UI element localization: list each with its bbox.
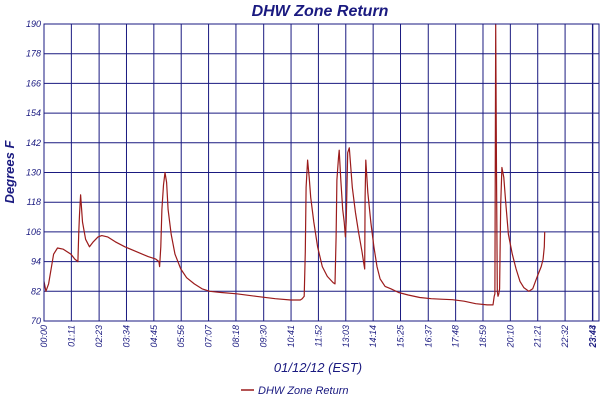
- x-tick-label: 08:18: [231, 325, 241, 348]
- x-tick-label: 23:43: [587, 325, 597, 349]
- plot-frame: [43, 23, 600, 322]
- x-tick-label: 10:41: [286, 325, 296, 348]
- x-tick-label: 05:56: [176, 325, 186, 348]
- y-tick-label: 178: [26, 49, 41, 59]
- y-tick-label: 130: [26, 168, 41, 178]
- y-tick-label: 70: [31, 316, 41, 326]
- x-tick-label: 17:48: [451, 325, 461, 348]
- x-tick-label: 04:45: [149, 324, 159, 348]
- x-tick-label: 22:32: [560, 325, 570, 349]
- legend-label: DHW Zone Return: [258, 385, 348, 397]
- x-tick-label: 00:00: [39, 325, 49, 348]
- y-tick-label: 142: [26, 138, 41, 148]
- chart-title: DHW Zone Return: [252, 3, 389, 20]
- series-layer: [43, 23, 546, 306]
- y-tick-label: 190: [26, 19, 41, 29]
- x-tick-label: 21:21: [533, 325, 543, 349]
- y-tick-label: 106: [26, 227, 41, 237]
- x-tick-label: 03:34: [121, 325, 131, 348]
- gridlines: [43, 23, 599, 322]
- x-tick-label: 01:11: [66, 325, 76, 347]
- x-tick-label: 20:10: [505, 325, 515, 349]
- x-tick-labels: 00:00 01:11 02:23 03:34 04:45 05:56 07:07 08:18…: [39, 324, 598, 349]
- x-tick-label: 13:03: [341, 325, 351, 348]
- x-tick-label: 18:59: [478, 325, 488, 348]
- y-tick-label: 94: [31, 257, 41, 267]
- series-line: [43, 23, 546, 306]
- x-tick-label: 15:25: [396, 324, 406, 348]
- legend: DHW Zone Return: [241, 385, 348, 397]
- y-tick-labels: 70 82 94 106 118 130 142 154 166 178 190: [26, 19, 41, 326]
- x-tick-label: 16:37: [423, 324, 433, 348]
- x-tick-label: 23:44: [588, 325, 598, 349]
- y-tick-label: 166: [26, 78, 41, 88]
- x-tick-label: 07:07: [204, 324, 214, 348]
- x-tick-label: 14:14: [368, 325, 378, 348]
- x-tick-label: 09:30: [259, 325, 269, 348]
- x-tick-label: 11:52: [313, 325, 323, 347]
- x-tick-label: 02:23: [94, 325, 104, 348]
- y-axis-title: Degrees F: [2, 140, 17, 204]
- x-axis-title: 01/12/12 (EST): [274, 360, 362, 375]
- y-tick-label: 154: [26, 108, 41, 118]
- y-tick-label: 118: [27, 197, 41, 207]
- y-tick-label: 82: [31, 286, 41, 296]
